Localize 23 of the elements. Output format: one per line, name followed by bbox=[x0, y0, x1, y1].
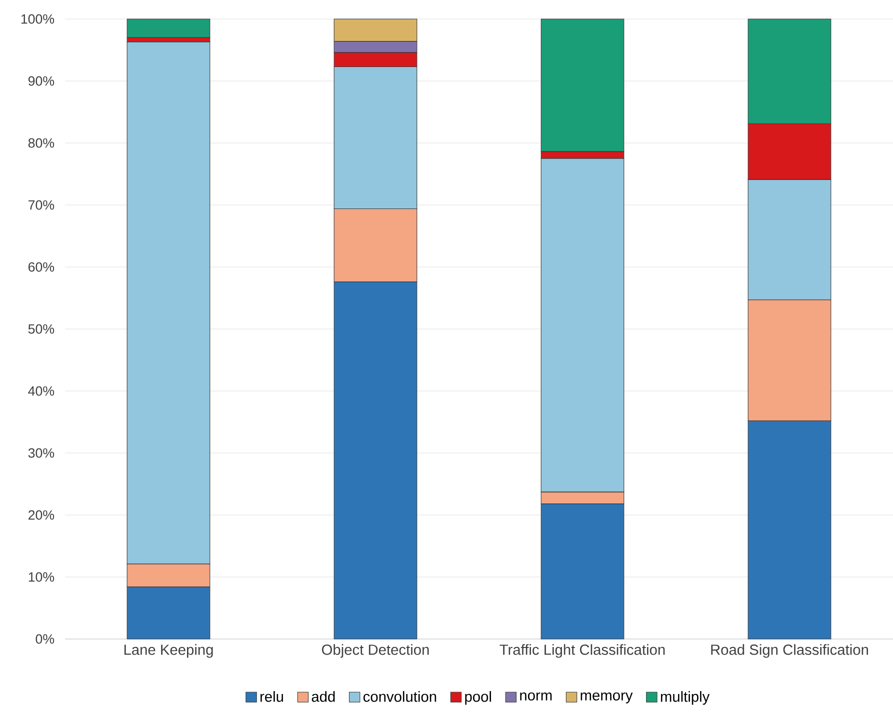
y-tick-label: 20% bbox=[28, 510, 54, 520]
y-tick-label: 30% bbox=[28, 448, 54, 458]
legend-label: multiply bbox=[660, 691, 710, 705]
y-tick-label: 80% bbox=[28, 138, 54, 148]
bar bbox=[126, 18, 210, 38]
x-tick-label: Traffic Light Classification bbox=[500, 644, 665, 658]
legend-label: pool bbox=[465, 691, 491, 705]
legend-label: relu bbox=[260, 691, 283, 702]
y-tick-label: 70% bbox=[28, 200, 54, 210]
y-tick-label: 10% bbox=[28, 572, 54, 582]
y-tick-label: 50% bbox=[28, 324, 54, 334]
legend-label: memory bbox=[580, 692, 633, 704]
y-tick-label: 60% bbox=[28, 262, 54, 272]
legend-label: norm bbox=[520, 692, 552, 700]
y-tick-label: 100% bbox=[21, 14, 54, 24]
x-tick-label: Road Sign Classification bbox=[711, 644, 868, 658]
y-tick-label: 40% bbox=[28, 386, 54, 396]
legend-label: add bbox=[312, 691, 335, 702]
x-tick-label: Object Detection bbox=[322, 644, 429, 658]
y-tick-label: 0% bbox=[36, 634, 54, 644]
legend-label: convolution bbox=[363, 691, 436, 702]
y-tick-label: 90% bbox=[28, 76, 54, 86]
x-tick-label: Lane Keeping bbox=[124, 644, 213, 658]
